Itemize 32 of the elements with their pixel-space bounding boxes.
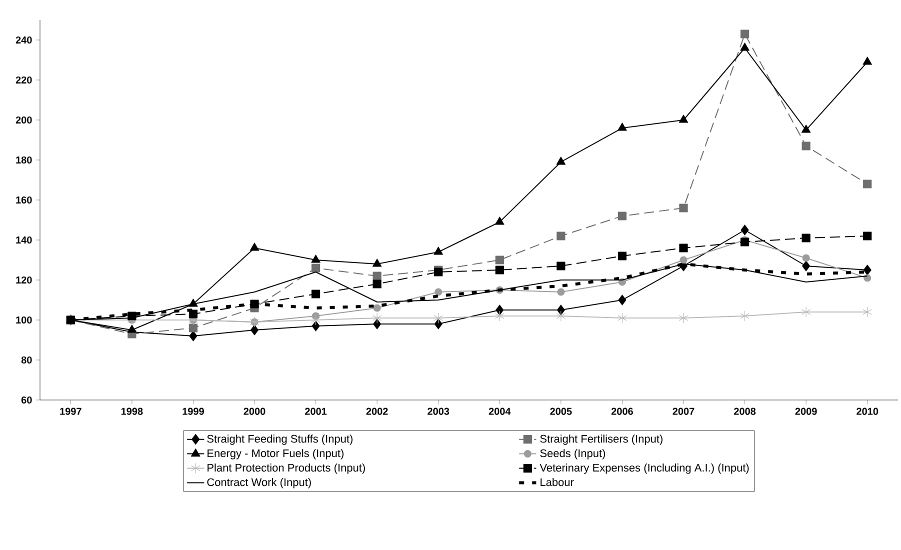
x-tick-label: 2010 <box>856 408 878 415</box>
y-tick-label: 200 <box>16 116 32 124</box>
legend-label: Veterinary Expenses (Including A.I.) (Input) <box>540 464 749 474</box>
y-tick-label: 60 <box>21 396 32 404</box>
x-tick-label: 1999 <box>182 408 204 415</box>
x-tick-label: 2008 <box>734 408 756 415</box>
legend-label: Contract Work (Input) <box>207 478 311 488</box>
legend-label: Plant Protection Products (Input) <box>208 464 365 474</box>
legend-label: Straight Feeding Stuffs (Input) <box>207 434 353 445</box>
y-tick-label: 180 <box>16 156 32 164</box>
y-tick-label: 160 <box>16 196 32 204</box>
x-tick-label: 2000 <box>244 408 266 415</box>
x-tick-label: 1997 <box>60 408 82 415</box>
y-tick-label: 80 <box>21 356 32 364</box>
y-tick-label: 120 <box>16 276 32 284</box>
x-tick-label: 2005 <box>550 408 572 415</box>
x-tick-label: 2002 <box>366 408 388 415</box>
y-tick-label: 140 <box>16 236 32 244</box>
legend-label: Seeds (Input) <box>540 449 606 460</box>
x-tick-label: 2001 <box>305 408 327 415</box>
x-tick-label: 2003 <box>428 408 450 415</box>
x-tick-label: 2007 <box>672 408 694 415</box>
x-tick-label: 1998 <box>121 408 143 415</box>
x-tick-label: 2009 <box>795 408 817 415</box>
x-tick-label: 2004 <box>488 408 511 415</box>
y-tick-label: 100 <box>16 316 32 324</box>
y-tick-label: 240 <box>16 36 32 44</box>
y-tick-label: 220 <box>16 76 32 84</box>
legend-label: Energy - Motor Fuels (Input) <box>208 449 344 460</box>
legend-label: Straight Fertilisers (Input) <box>540 434 662 445</box>
legend-label: Labour <box>540 478 574 486</box>
x-tick-label: 2006 <box>611 408 633 415</box>
